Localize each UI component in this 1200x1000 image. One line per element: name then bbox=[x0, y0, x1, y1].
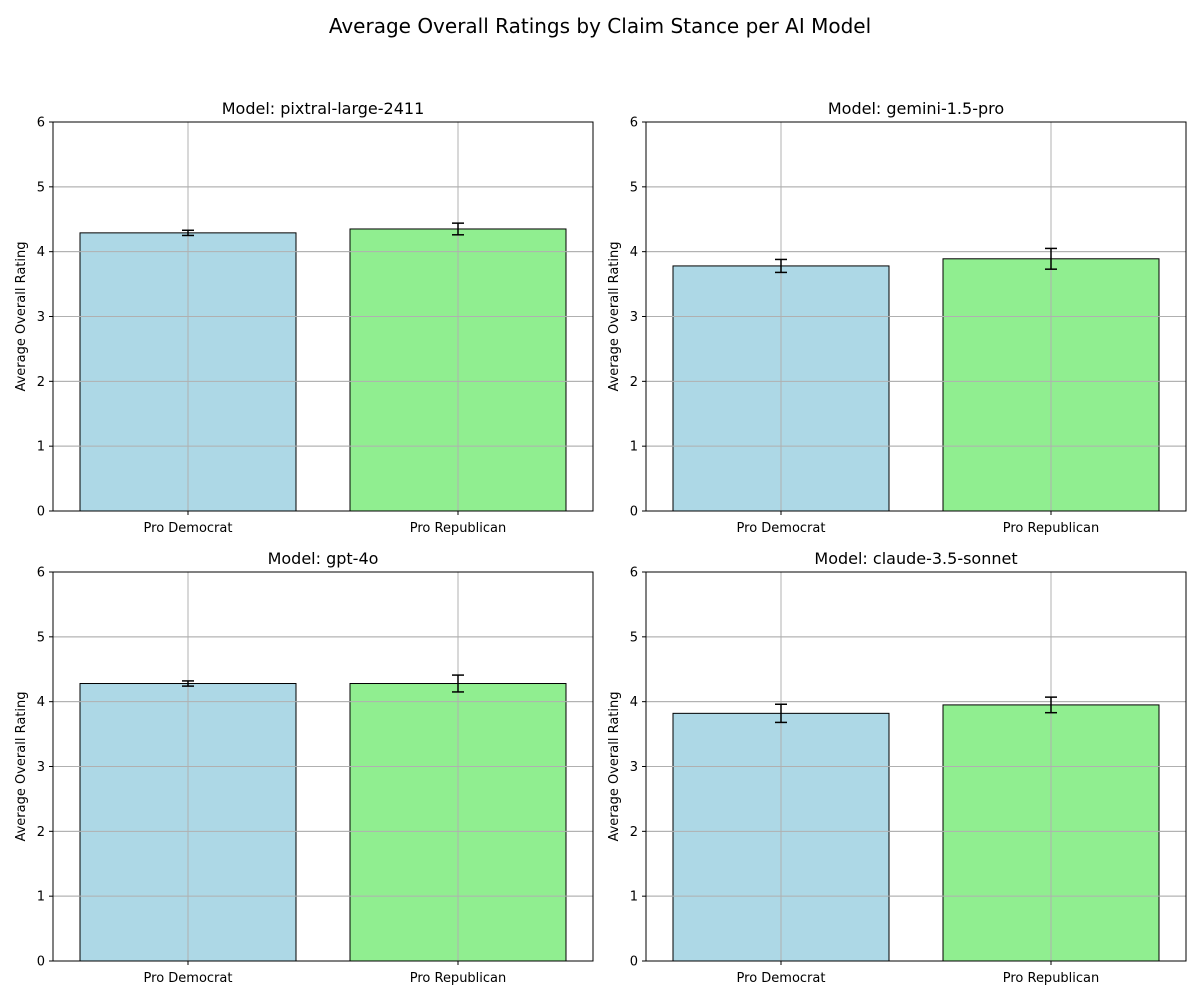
subplot-title: Model: pixtral-large-2411 bbox=[222, 99, 425, 118]
subplot-4: 0 1 2 3 4 5 6 Pro Democrat Pro Republican Model: … bbox=[607, 549, 1187, 986]
y-tick-label: 6 bbox=[37, 566, 45, 581]
subplot-1: 0 1 2 3 4 5 6 Pro Democrat Pro Republican Model: … bbox=[14, 99, 594, 536]
y-tick-label: 6 bbox=[630, 116, 638, 131]
y-tick-label: 3 bbox=[37, 760, 45, 775]
y-tick-label: 0 bbox=[630, 505, 638, 520]
y-tick-label: 5 bbox=[37, 630, 45, 645]
x-tick-label: Pro Republican bbox=[410, 971, 507, 986]
y-tick-label: 5 bbox=[630, 180, 638, 195]
y-tick-label: 0 bbox=[37, 955, 45, 970]
y-tick-label: 1 bbox=[37, 440, 45, 455]
y-tick-label: 4 bbox=[630, 695, 638, 710]
x-tick-label: Pro Democrat bbox=[144, 521, 233, 536]
y-tick-label: 2 bbox=[37, 375, 45, 390]
y-axis-label: Average Overall Rating bbox=[14, 241, 29, 391]
y-tick-label: 4 bbox=[37, 695, 45, 710]
y-tick-label: 4 bbox=[630, 245, 638, 260]
subplot-title: Model: gemini-1.5-pro bbox=[828, 99, 1004, 118]
y-tick-label: 0 bbox=[37, 505, 45, 520]
x-tick-label: Pro Republican bbox=[410, 521, 507, 536]
y-axis-label: Average Overall Rating bbox=[14, 691, 29, 841]
y-tick-label: 1 bbox=[37, 890, 45, 905]
subplot-title: Model: gpt-4o bbox=[268, 549, 379, 568]
y-tick-label: 3 bbox=[630, 760, 638, 775]
x-tick-label: Pro Republican bbox=[1003, 521, 1100, 536]
subplot-3: 0 1 2 3 4 5 6 Pro Democrat Pro Republican Model: … bbox=[14, 549, 594, 986]
y-tick-label: 1 bbox=[630, 890, 638, 905]
x-tick-label: Pro Democrat bbox=[144, 971, 233, 986]
subplot-2: 0 1 2 3 4 5 6 Pro Democrat Pro Republican Model: … bbox=[607, 99, 1187, 536]
y-tick-label: 3 bbox=[630, 310, 638, 325]
y-axis-label: Average Overall Rating bbox=[607, 691, 622, 841]
y-tick-label: 6 bbox=[37, 116, 45, 131]
subplot-title: Model: claude-3.5-sonnet bbox=[814, 549, 1017, 568]
y-tick-label: 2 bbox=[630, 375, 638, 390]
x-tick-label: Pro Republican bbox=[1003, 971, 1100, 986]
y-tick-label: 6 bbox=[630, 566, 638, 581]
y-tick-label: 2 bbox=[630, 825, 638, 840]
y-tick-label: 1 bbox=[630, 440, 638, 455]
y-axis-label: Average Overall Rating bbox=[607, 241, 622, 391]
y-tick-label: 5 bbox=[630, 630, 638, 645]
y-tick-label: 4 bbox=[37, 245, 45, 260]
y-tick-label: 2 bbox=[37, 825, 45, 840]
y-tick-label: 5 bbox=[37, 180, 45, 195]
y-tick-label: 0 bbox=[630, 955, 638, 970]
x-tick-label: Pro Democrat bbox=[737, 971, 826, 986]
x-tick-label: Pro Democrat bbox=[737, 521, 826, 536]
y-tick-label: 3 bbox=[37, 310, 45, 325]
figure-title: Average Overall Ratings by Claim Stance … bbox=[328, 14, 872, 38]
